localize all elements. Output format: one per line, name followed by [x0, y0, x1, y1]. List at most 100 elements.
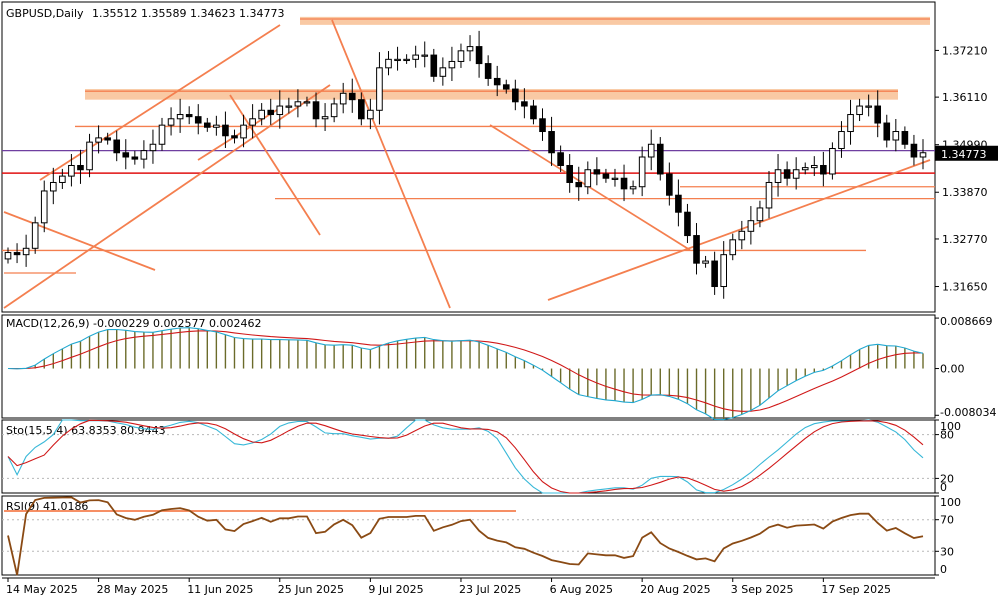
bear-candle — [820, 164, 827, 175]
bull-candle — [765, 181, 773, 209]
indicator-tick-label: 0 — [940, 563, 947, 576]
trendline — [229, 94, 321, 236]
price-tick-label: 1.32770 — [942, 233, 988, 246]
bull-candle — [647, 143, 655, 158]
time-tick-label: 23 Jul 2025 — [459, 583, 521, 596]
time-tick-label: 14 May 2025 — [6, 583, 78, 596]
bull-candle — [829, 148, 836, 175]
chart-ohlc-label: 1.35512 1.35589 1.34623 1.34773 — [92, 7, 284, 20]
bear-candle — [512, 88, 519, 103]
horizontal-levels[interactable] — [2, 18, 935, 274]
indicator-tick-label: -0.008034 — [940, 406, 996, 419]
bull-candle — [466, 46, 474, 52]
macd-pane: MACD(12,26,9) -0.000229 0.002577 0.00246… — [6, 317, 924, 421]
pane-frames — [1, 1, 936, 579]
trendline — [331, 19, 451, 309]
bear-candle — [783, 169, 791, 179]
bull-candle — [738, 230, 746, 241]
bull-candle — [919, 152, 927, 158]
bull-candle — [339, 92, 347, 105]
indicator-tick-label: 100 — [940, 420, 961, 433]
macd-label: MACD(12,26,9) -0.000229 0.002577 0.00246… — [6, 317, 261, 330]
bear-candle — [901, 131, 909, 145]
bull-candle — [720, 254, 728, 288]
trendline — [3, 211, 156, 271]
macd-main-line — [7, 327, 924, 421]
rsi-pane: RSI(9) 41.0186 — [2, 496, 935, 576]
price-pane[interactable]: GBPUSD,Daily 1.35512 1.35589 1.34623 1.3… — [2, 7, 935, 309]
bull-candle — [611, 177, 619, 180]
indicator-tick-label: 20 — [940, 472, 954, 485]
bear-candle — [430, 54, 438, 77]
bear-candle — [620, 177, 628, 190]
trendline — [3, 84, 331, 309]
stochastic-pane: Sto(15,5,4) 63.8353 80.9443 — [2, 419, 935, 494]
price-tick-label: 1.36110 — [942, 91, 988, 104]
bear-candle — [521, 101, 528, 107]
bull-candle — [774, 169, 782, 183]
bear-candle — [602, 173, 610, 179]
bull-candle — [847, 114, 854, 133]
trendlines[interactable] — [3, 19, 931, 309]
macd-frame — [1, 314, 936, 419]
bear-candle — [77, 164, 84, 171]
bear-candle — [267, 109, 275, 116]
bear-candle — [203, 122, 211, 128]
bear-candle — [684, 211, 691, 237]
bull-candle — [584, 169, 592, 188]
bear-candle — [593, 169, 601, 175]
bull-candle — [376, 67, 383, 111]
bear-candle — [222, 124, 229, 137]
indicator-tick-label: 70 — [940, 514, 954, 527]
bull-candle — [68, 164, 75, 177]
bull-candle — [22, 247, 30, 256]
bear-candle — [666, 173, 673, 196]
time-axis[interactable]: 14 May 2025 28 May 2025 11 Jun 2025 25 Jun … — [6, 578, 891, 596]
bear-candle — [104, 137, 111, 141]
bull-candle — [448, 60, 456, 69]
price-tick-label: 1.33870 — [942, 186, 988, 199]
bear-candle — [557, 152, 564, 166]
bull-candle — [457, 50, 465, 62]
bull-candle — [158, 124, 166, 145]
bear-candle — [122, 152, 130, 158]
bull-candle — [176, 114, 184, 120]
time-tick-label: 3 Sep 2025 — [731, 583, 794, 596]
time-tick-label: 11 Jun 2025 — [187, 583, 253, 596]
bear-candle — [910, 143, 918, 158]
bull-candle — [86, 141, 93, 171]
bull-candle — [167, 118, 175, 126]
bull-candle — [31, 222, 39, 249]
indicator-tick-label: 0.00 — [940, 363, 965, 376]
bull-candle — [213, 124, 220, 128]
bull-candle — [321, 116, 329, 120]
resistance-zone — [300, 16, 930, 25]
bear-candle — [548, 131, 555, 154]
indicator-tick-label: 30 — [940, 545, 954, 558]
time-tick-label: 25 Jun 2025 — [278, 583, 344, 596]
price-axis[interactable]: 1.372101.361101.349901.338701.327701.316… — [935, 44, 998, 576]
bull-candle — [412, 54, 419, 60]
bear-candle — [312, 101, 320, 120]
rsi-frame — [1, 495, 936, 576]
bull-candle — [249, 118, 256, 126]
indicator-tick-label: 0 — [940, 481, 947, 494]
bull-candle — [856, 105, 863, 116]
bear-candle — [711, 260, 718, 288]
time-tick-label: 20 Aug 2025 — [640, 583, 710, 596]
price-tick-label: 1.37210 — [942, 44, 988, 57]
resistance-zone — [85, 89, 898, 100]
current-price-label: 1.34773 — [941, 148, 987, 161]
bull-candle — [40, 190, 48, 224]
trendline — [489, 124, 691, 251]
bull-candle — [421, 54, 429, 57]
macd-signal-line — [7, 330, 924, 412]
time-tick-label: 9 Jul 2025 — [368, 583, 423, 596]
bear-candle — [874, 105, 882, 124]
bear-candle — [883, 122, 891, 141]
bear-candle — [530, 105, 537, 120]
bull-candle — [149, 143, 157, 152]
bull-candle — [59, 175, 66, 183]
bull-candle — [629, 186, 637, 190]
